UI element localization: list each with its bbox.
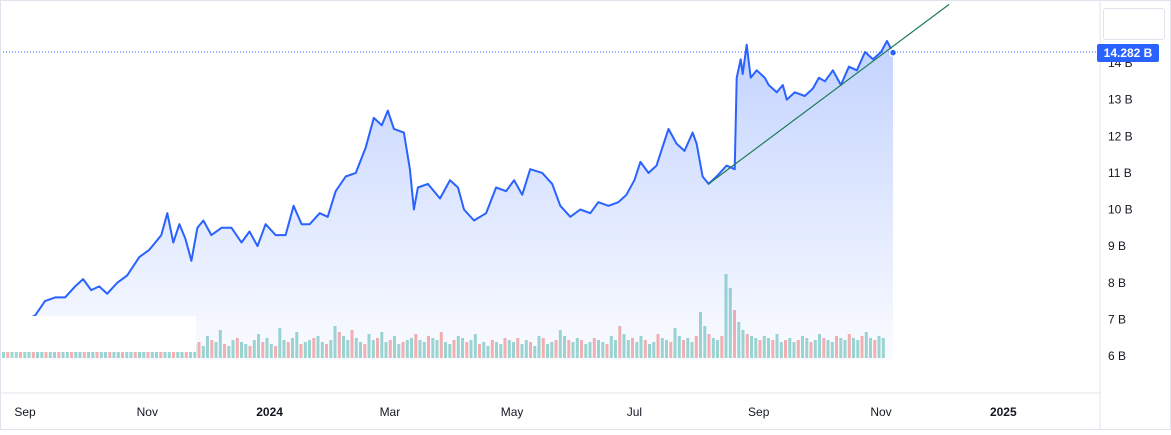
price-tick-label: 8 B xyxy=(1108,276,1126,290)
price-tick-label: 7 B xyxy=(1108,312,1126,326)
last-value-tag: 14.282 B xyxy=(1097,44,1159,62)
trend-line[interactable] xyxy=(708,3,950,185)
price-axis[interactable]: 6 B7 B8 B9 B10 B11 B12 B13 B14 B xyxy=(1108,56,1133,363)
time-axis[interactable]: Sep Nov 2024 Mar May Jul Sep Nov 2025 xyxy=(14,405,1017,419)
time-tick-label: 2024 xyxy=(256,405,283,419)
price-tick-label: 10 B xyxy=(1108,203,1133,217)
legend-overlay xyxy=(0,316,196,352)
price-tick-label: 13 B xyxy=(1108,93,1133,107)
chart-settings-box[interactable] xyxy=(1103,8,1165,40)
last-value-dot xyxy=(888,48,898,57)
volume-bar xyxy=(6,346,10,358)
time-tick-label: Sep xyxy=(748,405,770,419)
volume-bar xyxy=(2,348,5,358)
price-tick-label: 6 B xyxy=(1108,349,1126,363)
price-line xyxy=(24,40,894,321)
time-tick-label: Jul xyxy=(627,405,642,419)
time-tick-label: 2025 xyxy=(990,405,1017,419)
price-area-fill xyxy=(25,41,893,360)
price-tick-label: 12 B xyxy=(1108,129,1133,143)
time-tick-label: Sep xyxy=(14,405,36,419)
price-tick-label: 11 B xyxy=(1108,166,1132,180)
time-tick-label: Mar xyxy=(380,405,401,419)
time-tick-label: May xyxy=(501,405,524,419)
volume-bar xyxy=(19,346,22,358)
time-tick-label: Nov xyxy=(137,405,158,419)
time-tick-label: Nov xyxy=(870,405,891,419)
price-tick-label: 9 B xyxy=(1108,239,1126,253)
volume-bar xyxy=(10,348,14,358)
